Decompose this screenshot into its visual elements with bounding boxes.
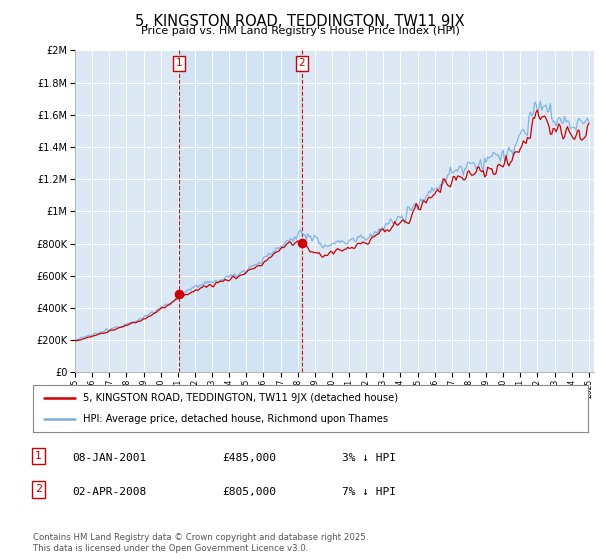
- Text: £805,000: £805,000: [222, 487, 276, 497]
- Point: [174, 290, 184, 299]
- Text: 2: 2: [299, 58, 305, 68]
- Text: 3% ↓ HPI: 3% ↓ HPI: [342, 453, 396, 463]
- Text: 5, KINGSTON ROAD, TEDDINGTON, TW11 9JX (detached house): 5, KINGSTON ROAD, TEDDINGTON, TW11 9JX (…: [83, 393, 398, 403]
- Text: 08-JAN-2001: 08-JAN-2001: [72, 453, 146, 463]
- Text: HPI: Average price, detached house, Richmond upon Thames: HPI: Average price, detached house, Rich…: [83, 414, 388, 424]
- Point: [297, 239, 307, 248]
- Text: 5, KINGSTON ROAD, TEDDINGTON, TW11 9JX: 5, KINGSTON ROAD, TEDDINGTON, TW11 9JX: [135, 14, 465, 29]
- Text: 1: 1: [175, 58, 182, 68]
- Text: Contains HM Land Registry data © Crown copyright and database right 2025.
This d: Contains HM Land Registry data © Crown c…: [33, 533, 368, 553]
- Bar: [179, 50, 302, 372]
- Text: Price paid vs. HM Land Registry's House Price Index (HPI): Price paid vs. HM Land Registry's House …: [140, 26, 460, 36]
- Text: 1: 1: [35, 451, 42, 461]
- Text: 2: 2: [35, 484, 42, 494]
- Text: 7% ↓ HPI: 7% ↓ HPI: [342, 487, 396, 497]
- Text: 02-APR-2008: 02-APR-2008: [72, 487, 146, 497]
- Text: £485,000: £485,000: [222, 453, 276, 463]
